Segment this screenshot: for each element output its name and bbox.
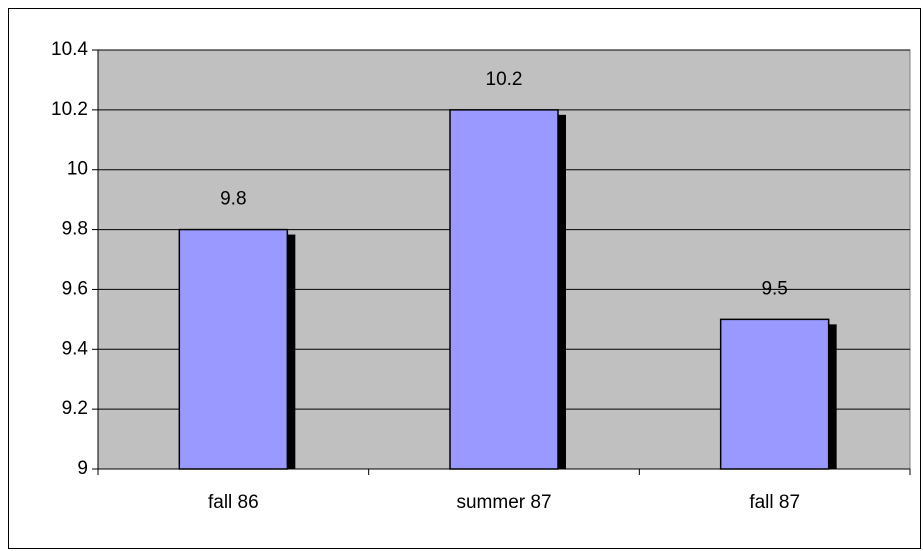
data-label: 9.8 [220, 189, 246, 210]
y-tick-label: 9 [77, 458, 88, 479]
x-tick-label: fall 87 [749, 492, 800, 513]
y-tick-label: 9.8 [62, 219, 88, 240]
y-tick-label: 9.2 [62, 398, 88, 419]
y-tick-label: 10.2 [51, 99, 88, 120]
bar-shadow [828, 324, 837, 469]
bar-shadow [558, 114, 566, 469]
x-tick-label: fall 86 [208, 492, 259, 513]
bar [719, 318, 830, 470]
bar [449, 109, 559, 470]
data-label: 9.5 [761, 278, 787, 299]
y-tick-label: 9.4 [62, 338, 89, 359]
y-tick-label: 10 [67, 159, 88, 180]
data-label: 10.2 [486, 69, 523, 90]
bar [178, 228, 289, 470]
y-tick-label: 9.6 [62, 278, 88, 299]
bar-shadow [287, 234, 296, 469]
y-tick-label: 10.4 [51, 39, 88, 60]
x-tick-label: summer 87 [456, 492, 551, 513]
